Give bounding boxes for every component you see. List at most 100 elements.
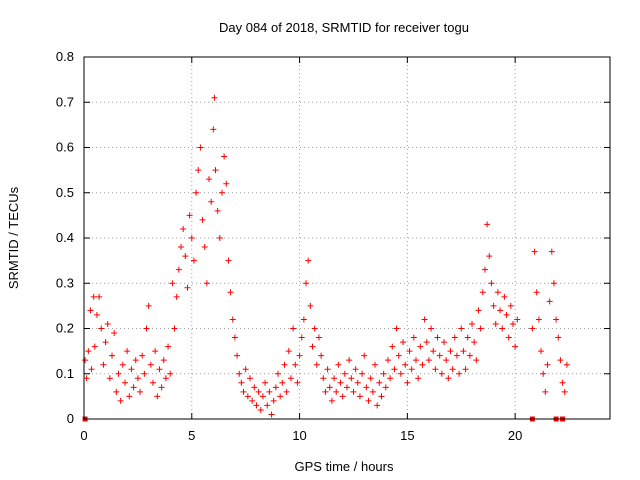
- data-point: [266, 388, 273, 395]
- data-point: [294, 379, 301, 386]
- data-point: [428, 325, 435, 332]
- x-tick-label: 15: [400, 428, 414, 443]
- data-point: [283, 388, 290, 395]
- data-point: [262, 379, 269, 386]
- data-point: [563, 361, 570, 368]
- data-point: [410, 334, 417, 341]
- data-point: [456, 370, 463, 377]
- data-point: [111, 330, 118, 337]
- data-point: [102, 339, 109, 346]
- data-point: [344, 384, 350, 391]
- data-point: [121, 379, 128, 386]
- data-point: [313, 361, 320, 368]
- data-point: [387, 375, 394, 382]
- data-point: [96, 293, 103, 300]
- data-point: [300, 316, 307, 323]
- y-tick-label: 0: [67, 411, 74, 426]
- data-point: [156, 366, 163, 373]
- data-point: [499, 325, 506, 332]
- data-point: [311, 325, 318, 332]
- data-point: [201, 244, 208, 251]
- data-point: [494, 289, 501, 296]
- data-point: [475, 307, 482, 314]
- data-point: [223, 180, 230, 187]
- data-point: [132, 357, 139, 364]
- data-point: [85, 348, 92, 355]
- y-tick-label: 0.8: [56, 49, 74, 64]
- data-point: [93, 311, 100, 318]
- data-point: [449, 366, 456, 373]
- data-point: [158, 384, 165, 391]
- data-point: [322, 388, 329, 395]
- data-point: [137, 388, 144, 395]
- data-point: [242, 366, 249, 373]
- y-tick-label: 0.7: [56, 94, 74, 109]
- data-point: [253, 402, 260, 409]
- data-point: [531, 248, 538, 255]
- data-point: [229, 316, 236, 323]
- y-tick-label: 0.5: [56, 185, 74, 200]
- data-point: [305, 257, 312, 264]
- data-point: [497, 307, 504, 314]
- data-point: [438, 370, 445, 377]
- data-point: [275, 370, 282, 377]
- data-point: [359, 370, 366, 377]
- data-point: [417, 343, 424, 350]
- y-tick-label: 0.3: [56, 275, 74, 290]
- data-point: [290, 325, 297, 332]
- data-point: [542, 388, 549, 395]
- data-point: [169, 280, 176, 287]
- data-point: [208, 198, 215, 205]
- data-point: [195, 167, 202, 174]
- data-point: [432, 366, 439, 373]
- data-point: [412, 357, 419, 364]
- data-point: [402, 361, 409, 368]
- data-point: [143, 325, 150, 332]
- data-point: [326, 384, 333, 391]
- data-point: [249, 397, 256, 404]
- y-tick-label: 0.4: [56, 230, 74, 245]
- x-tick-label: 0: [80, 428, 87, 443]
- data-point: [350, 388, 357, 395]
- data-point: [287, 375, 294, 382]
- data-point: [145, 302, 152, 309]
- data-point: [421, 316, 428, 323]
- data-point: [348, 375, 355, 382]
- data-point: [471, 339, 478, 346]
- x-axis-title: GPS time / hours: [295, 459, 394, 474]
- data-point: [540, 370, 547, 377]
- data-point: [210, 126, 217, 133]
- data-point: [218, 189, 225, 196]
- data-point: [91, 343, 98, 350]
- y-tick-label: 0.6: [56, 140, 74, 155]
- data-point: [481, 266, 488, 273]
- data-point: [182, 253, 189, 260]
- data-point: [216, 235, 223, 241]
- data-point: [238, 379, 245, 386]
- data-point: [367, 375, 374, 382]
- grid: [84, 57, 610, 419]
- data-point: [307, 302, 314, 309]
- data-point: [303, 280, 310, 287]
- data-point: [369, 388, 376, 395]
- plot-frame: [83, 56, 611, 420]
- data-point: [505, 334, 512, 341]
- data-point: [380, 370, 387, 377]
- data-point: [538, 348, 545, 355]
- data-point: [165, 343, 172, 350]
- y-axis-title: SRMTID / TECUs: [6, 186, 21, 289]
- data-point: [546, 298, 553, 305]
- data-point: [134, 375, 141, 382]
- data-point: [180, 225, 187, 232]
- data-point: [464, 334, 471, 341]
- data-point: [281, 361, 288, 368]
- data-point: [400, 339, 407, 346]
- data-point: [384, 357, 391, 364]
- data-point: [82, 357, 89, 364]
- data-points: [82, 94, 570, 422]
- data-point: [115, 370, 122, 377]
- data-point: [352, 366, 359, 373]
- data-point: [361, 352, 368, 359]
- data-point: [434, 334, 441, 341]
- data-point: [231, 334, 238, 341]
